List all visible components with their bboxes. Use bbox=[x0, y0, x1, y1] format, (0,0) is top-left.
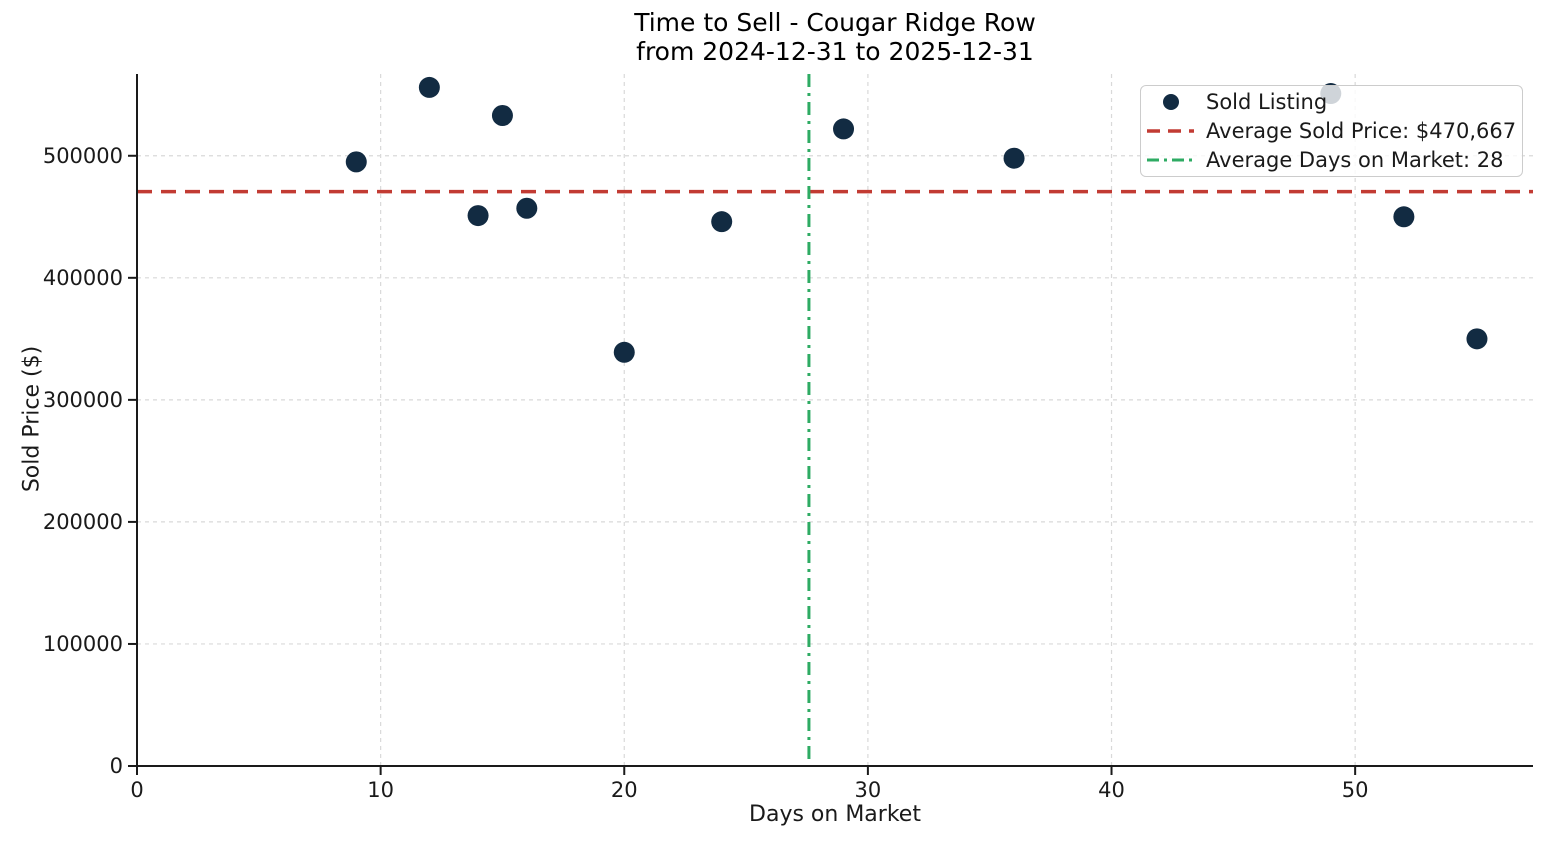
scatter-point bbox=[491, 104, 513, 126]
y-tick-label: 200000 bbox=[43, 510, 123, 534]
y-axis-label: Sold Price ($) bbox=[19, 345, 45, 493]
scatter-point bbox=[711, 211, 733, 233]
dashed-line-icon bbox=[1147, 128, 1194, 134]
scatter-point bbox=[418, 76, 440, 98]
legend-item-avg-days-on-market: Average Days on Market: 28 bbox=[1141, 146, 1522, 175]
legend-label: Sold Listing bbox=[1206, 89, 1328, 114]
legend-label: Average Sold Price: $470,667 bbox=[1206, 118, 1517, 143]
scatter-point bbox=[1003, 147, 1025, 169]
legend-item-avg-sold-price: Average Sold Price: $470,667 bbox=[1141, 116, 1522, 145]
dashed-line-marker bbox=[1147, 129, 1194, 133]
chart-title-line1: Time to Sell - Cougar Ridge Row bbox=[634, 8, 1036, 37]
legend-label: Average Days on Market: 28 bbox=[1206, 148, 1504, 173]
x-tick-label: 30 bbox=[855, 778, 882, 802]
scatter-point bbox=[1466, 328, 1488, 350]
x-tick-label: 50 bbox=[1342, 778, 1369, 802]
dashdot-line-marker bbox=[1147, 158, 1194, 162]
x-tick-label: 40 bbox=[1098, 778, 1125, 802]
scatter-point bbox=[345, 151, 367, 173]
scatter-point bbox=[613, 341, 635, 363]
scatter-point bbox=[516, 197, 538, 219]
dashdot-line-icon bbox=[1147, 157, 1194, 163]
x-tick-label: 0 bbox=[130, 778, 143, 802]
dot-marker bbox=[1162, 93, 1179, 110]
y-tick-label: 300000 bbox=[43, 388, 123, 412]
scatter-point bbox=[1393, 206, 1415, 228]
x-tick-label: 20 bbox=[611, 778, 638, 802]
y-tick-label: 0 bbox=[110, 754, 123, 778]
sold-listing-dot-icon bbox=[1147, 93, 1194, 110]
scatter-point bbox=[833, 118, 855, 140]
legend: Sold Listing Average Sold Price: $470,66… bbox=[1140, 85, 1523, 177]
x-tick-label: 10 bbox=[367, 778, 394, 802]
chart-title: Time to Sell - Cougar Ridge Row from 202… bbox=[137, 8, 1533, 66]
y-tick-label: 400000 bbox=[43, 266, 123, 290]
scatter-point bbox=[467, 205, 489, 227]
chart-title-line2: from 2024-12-31 to 2025-12-31 bbox=[636, 37, 1034, 66]
y-tick-label: 100000 bbox=[43, 632, 123, 656]
legend-item-sold-listing: Sold Listing bbox=[1141, 87, 1522, 116]
x-axis-label: Days on Market bbox=[749, 802, 921, 827]
y-tick-label: 500000 bbox=[43, 144, 123, 168]
